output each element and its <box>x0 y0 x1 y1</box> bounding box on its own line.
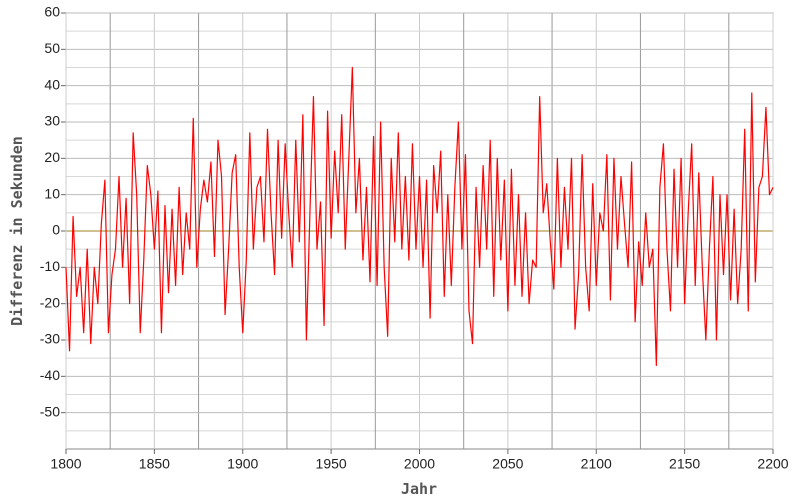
y-tick-label: -20 <box>40 294 60 310</box>
x-tick-label: 2000 <box>404 456 435 472</box>
x-axis-label: Jahr <box>401 480 437 498</box>
y-tick-label: 0 <box>52 222 60 238</box>
data-line <box>65 66 774 367</box>
x-tick-label: 2200 <box>757 456 788 472</box>
y-tick-label: -30 <box>40 331 60 347</box>
x-tick-label: 2100 <box>581 456 612 472</box>
y-tick-label: 40 <box>44 76 60 92</box>
y-tick-label: -50 <box>40 403 60 419</box>
y-tick-label: 10 <box>44 185 60 201</box>
y-axis-label: Differenz in Sekunden <box>8 136 26 326</box>
y-tick-label: 50 <box>44 40 60 56</box>
x-tick-label: 1850 <box>139 456 170 472</box>
y-tick-label: -40 <box>40 367 60 383</box>
y-tick-label: 30 <box>44 113 60 129</box>
y-tick-label: 60 <box>44 4 60 20</box>
x-tick-label: 1800 <box>50 456 81 472</box>
y-tick-label: -10 <box>40 258 60 274</box>
x-tick-label: 1900 <box>227 456 258 472</box>
x-tick-label: 1950 <box>316 456 347 472</box>
x-tick-label: 2150 <box>669 456 700 472</box>
y-tick-label: 20 <box>44 149 60 165</box>
x-tick-label: 2050 <box>492 456 523 472</box>
